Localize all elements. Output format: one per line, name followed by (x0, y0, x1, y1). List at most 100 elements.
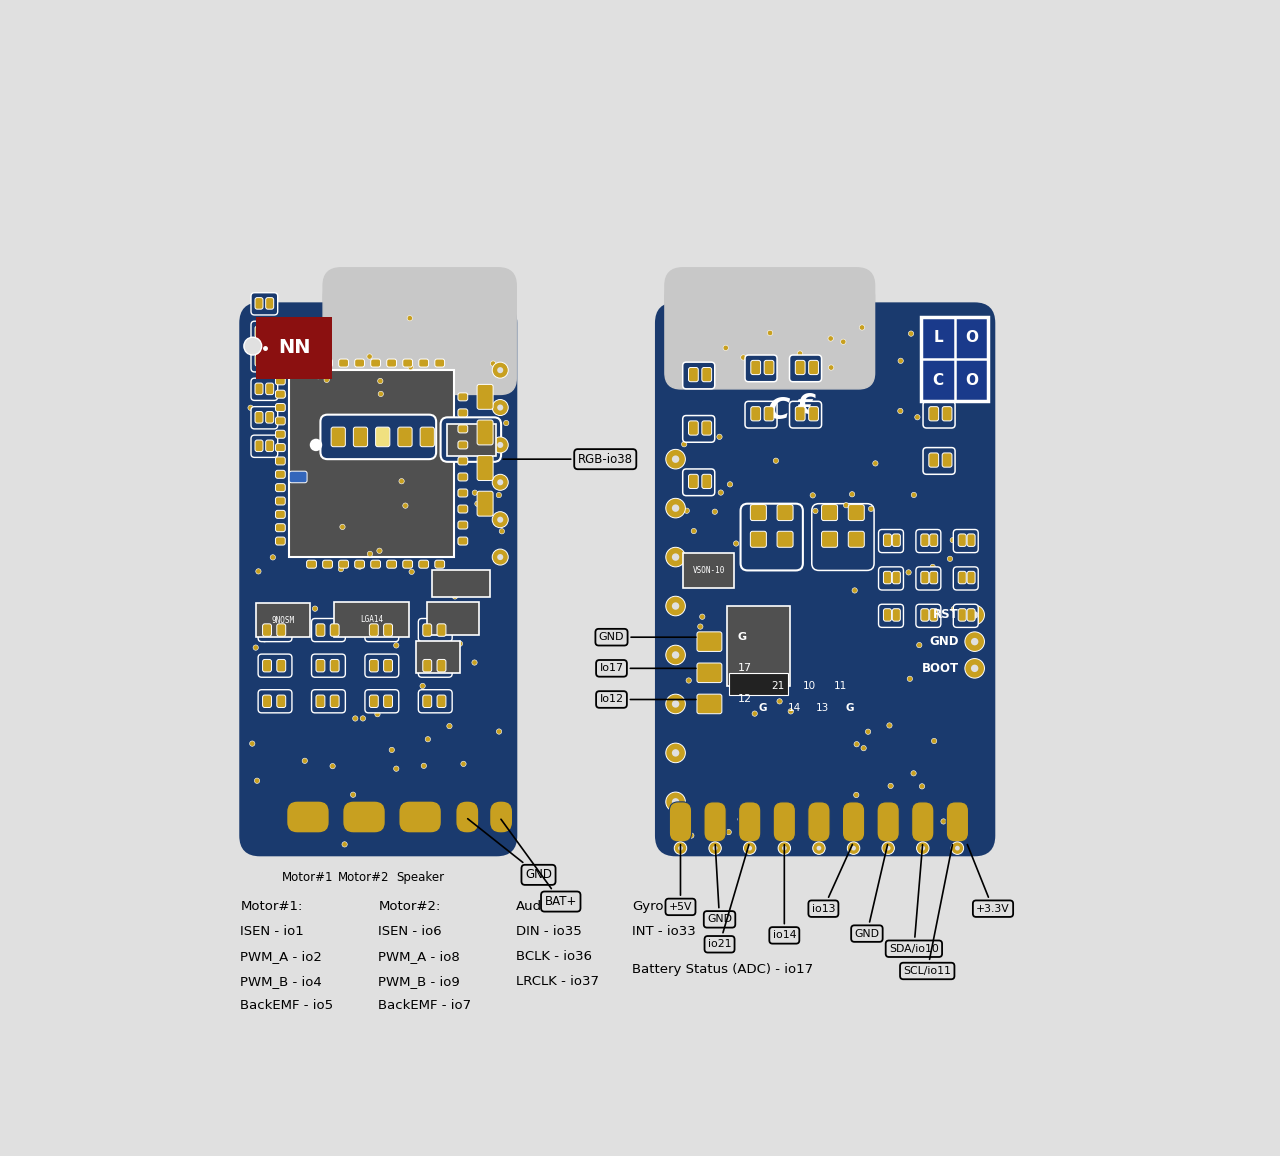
Circle shape (497, 729, 502, 734)
Circle shape (709, 842, 722, 854)
Circle shape (342, 842, 347, 847)
Circle shape (376, 548, 383, 554)
Circle shape (828, 365, 833, 370)
FancyBboxPatch shape (436, 695, 445, 707)
Circle shape (887, 722, 892, 728)
FancyBboxPatch shape (365, 618, 399, 642)
FancyBboxPatch shape (892, 571, 900, 584)
Text: NN: NN (278, 339, 311, 357)
FancyBboxPatch shape (790, 401, 822, 428)
FancyBboxPatch shape (790, 355, 822, 381)
Circle shape (420, 683, 425, 689)
FancyBboxPatch shape (365, 654, 399, 677)
FancyBboxPatch shape (954, 566, 978, 590)
Circle shape (672, 504, 680, 512)
Circle shape (296, 348, 302, 354)
FancyBboxPatch shape (287, 801, 329, 833)
Circle shape (873, 461, 878, 466)
FancyBboxPatch shape (741, 504, 803, 570)
Circle shape (410, 569, 415, 575)
Text: C: C (932, 372, 943, 387)
Text: Motor#2:: Motor#2: (379, 899, 440, 913)
Circle shape (330, 443, 335, 447)
Text: L: L (933, 331, 943, 346)
FancyBboxPatch shape (262, 659, 271, 672)
Circle shape (490, 361, 495, 366)
Circle shape (394, 766, 399, 771)
Circle shape (324, 377, 329, 383)
Circle shape (689, 833, 694, 838)
FancyBboxPatch shape (435, 561, 444, 569)
Circle shape (666, 743, 685, 763)
Circle shape (865, 729, 870, 734)
Circle shape (302, 758, 307, 763)
Circle shape (493, 437, 508, 453)
Circle shape (672, 455, 680, 462)
Circle shape (425, 736, 430, 742)
Circle shape (817, 846, 822, 851)
FancyBboxPatch shape (877, 802, 900, 842)
Circle shape (493, 549, 508, 565)
Text: G: G (846, 703, 854, 713)
Text: BAT+: BAT+ (500, 820, 577, 909)
FancyBboxPatch shape (809, 407, 818, 421)
Text: io14: io14 (773, 845, 796, 940)
Text: 11: 11 (835, 681, 847, 691)
Text: 17: 17 (737, 664, 753, 673)
Circle shape (911, 492, 916, 497)
FancyBboxPatch shape (255, 412, 262, 423)
Circle shape (861, 746, 867, 751)
Circle shape (339, 524, 346, 529)
FancyBboxPatch shape (355, 360, 365, 368)
FancyBboxPatch shape (275, 470, 285, 479)
FancyBboxPatch shape (664, 268, 874, 388)
FancyBboxPatch shape (916, 566, 941, 590)
FancyBboxPatch shape (751, 361, 760, 375)
FancyBboxPatch shape (750, 532, 767, 547)
FancyBboxPatch shape (946, 802, 969, 842)
Circle shape (813, 509, 818, 513)
FancyBboxPatch shape (923, 401, 955, 428)
FancyBboxPatch shape (959, 571, 966, 584)
Text: VSON-10: VSON-10 (692, 566, 724, 575)
FancyBboxPatch shape (849, 532, 864, 547)
Circle shape (698, 624, 703, 629)
FancyBboxPatch shape (339, 360, 348, 368)
FancyBboxPatch shape (384, 695, 393, 707)
Circle shape (255, 778, 260, 784)
Circle shape (965, 632, 984, 652)
FancyBboxPatch shape (375, 427, 390, 446)
FancyBboxPatch shape (419, 618, 452, 642)
Circle shape (854, 792, 859, 798)
FancyBboxPatch shape (440, 417, 500, 462)
FancyBboxPatch shape (266, 297, 274, 309)
Text: BOOT: BOOT (922, 662, 959, 675)
FancyBboxPatch shape (968, 571, 975, 584)
FancyBboxPatch shape (696, 664, 722, 682)
Circle shape (844, 503, 849, 507)
Circle shape (955, 846, 960, 851)
Circle shape (712, 509, 718, 514)
FancyBboxPatch shape (311, 654, 346, 677)
FancyBboxPatch shape (339, 561, 348, 569)
Text: O: O (965, 372, 978, 387)
Text: 10: 10 (803, 681, 815, 691)
Bar (682, 553, 735, 588)
Circle shape (666, 792, 685, 812)
FancyBboxPatch shape (920, 534, 929, 547)
FancyBboxPatch shape (419, 690, 452, 713)
FancyBboxPatch shape (477, 491, 493, 516)
Circle shape (951, 606, 956, 612)
FancyBboxPatch shape (323, 281, 516, 394)
Circle shape (797, 351, 803, 356)
Circle shape (959, 569, 965, 573)
Text: Motor#1: Motor#1 (282, 872, 334, 884)
FancyBboxPatch shape (384, 624, 393, 636)
FancyBboxPatch shape (403, 360, 412, 368)
Circle shape (841, 339, 846, 344)
Text: Audio:: Audio: (516, 899, 558, 913)
FancyBboxPatch shape (777, 504, 794, 520)
Circle shape (256, 569, 261, 575)
FancyBboxPatch shape (458, 505, 467, 513)
FancyBboxPatch shape (419, 360, 429, 368)
